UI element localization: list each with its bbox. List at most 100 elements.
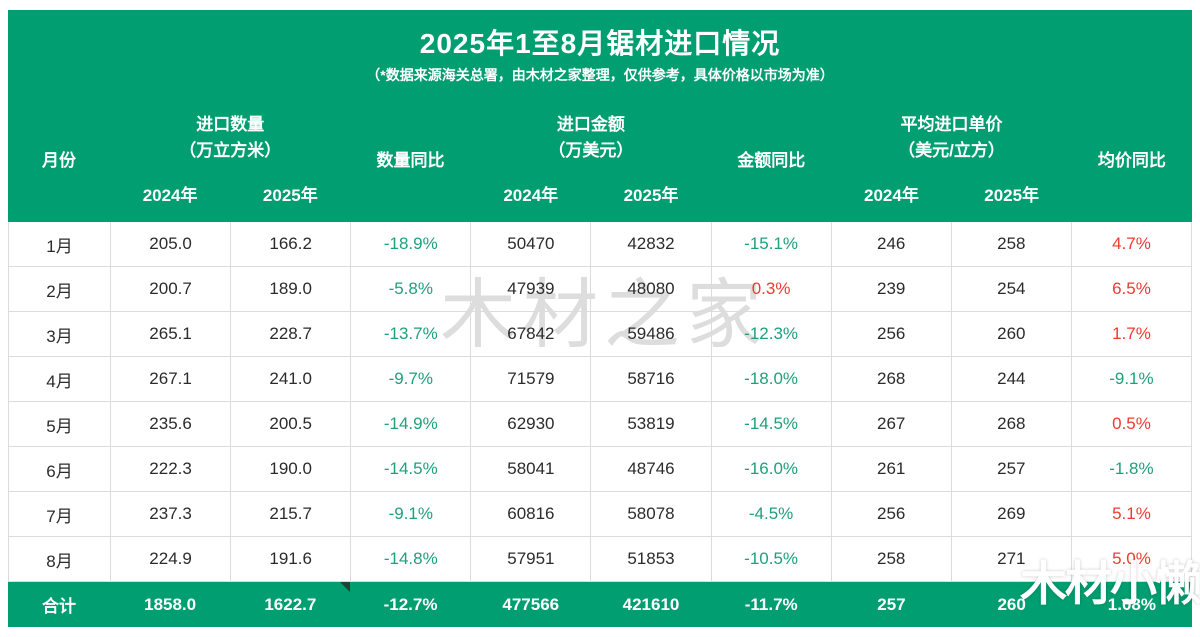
col-header-qty-2025: 2025年 [262,186,318,205]
cell-amt-yoy: -15.1% [711,222,832,267]
cell-qty-2025: 166.2 [231,222,352,267]
cell-amt-yoy: -4.5% [711,492,832,537]
table-body: 1月 205.0 166.2 -18.9% 50470 42832 -15.1%… [8,222,1192,582]
cell-qty-2024: 200.7 [111,267,232,312]
cell-amt-2024: 60816 [471,492,592,537]
cell-amt-2024: 62930 [471,402,592,447]
col-header-qty-yoy: 数量同比 [376,151,445,170]
cell-amt-2024: 58041 [471,447,592,492]
cell-qty-2025: 228.7 [231,312,352,357]
cell-price-2024: 261 [831,447,952,492]
cell-price-2025: 244 [951,357,1072,402]
cell-qty-2024: 224.9 [111,537,232,582]
cell-price-2025: 271 [951,537,1072,582]
cell-qty-2025: 191.6 [231,537,352,582]
col-header-amt-2025: 2025年 [623,186,679,205]
cell-qty-yoy: -13.7% [351,312,472,357]
col-header-price-2025: 2025年 [984,186,1040,205]
cell-month: 5月 [9,402,111,447]
cell-month: 8月 [9,537,111,582]
cell-month: 2月 [9,267,111,312]
col-header-amt-2024: 2024年 [503,186,559,205]
column-headers: 月份 进口数量 （万立方米） 数量同比 进口金额 （万美元） 金额同比 平均进口… [8,95,1192,222]
cell-price-2025: 260 [951,312,1072,357]
col-header-price-title: 平均进口单价 [900,115,1003,134]
total-amt-2025: 421610 [622,594,680,614]
cell-amt-2025: 53819 [591,402,712,447]
cell-qty-yoy: -9.7% [351,357,472,402]
cell-qty-2024: 222.3 [111,447,232,492]
cell-amt-2025: 58078 [591,492,712,537]
cell-price-2024: 267 [831,402,952,447]
col-header-month: 月份 [42,151,76,170]
total-price-2024: 257 [877,594,906,614]
cell-amt-2024: 50470 [471,222,592,267]
cell-qty-yoy: -18.9% [351,222,472,267]
cell-qty-2024: 237.3 [111,492,232,537]
cell-price-2025: 254 [951,267,1072,312]
col-header-amt-unit: （万美元） [548,141,634,160]
cell-qty-2024: 265.1 [111,312,232,357]
cell-price-2025: 258 [951,222,1072,267]
cell-price-2024: 256 [831,312,952,357]
cell-price-yoy: 1.7% [1071,312,1192,357]
cell-month: 7月 [9,492,111,537]
cell-amt-yoy: -12.3% [711,312,832,357]
cell-price-2024: 246 [831,222,952,267]
cell-qty-yoy: -14.9% [351,402,472,447]
cell-amt-2025: 51853 [591,537,712,582]
col-header-qty-unit: （万立方米） [179,141,282,160]
cell-price-yoy: 6.5% [1071,267,1192,312]
cell-price-2025: 268 [951,402,1072,447]
total-price-yoy: 1.08% [1107,594,1156,614]
cell-qty-2025: 200.5 [231,402,352,447]
col-header-amt-group: 进口金额 （万美元） [471,95,711,173]
cell-qty-yoy: -9.1% [351,492,472,537]
cell-qty-yoy: -14.8% [351,537,472,582]
col-header-qty-group: 进口数量 （万立方米） [110,95,350,173]
cell-price-2024: 258 [831,537,952,582]
table-total-row: 合计 1858.0 1622.7 -12.7% 477566 421610 -1… [8,582,1192,627]
cell-amt-2025: 48080 [591,267,712,312]
col-header-price-unit: （美元/立方） [898,141,1005,160]
cell-comment-marker [340,582,350,592]
cell-amt-2024: 47939 [471,267,592,312]
cell-price-2025: 257 [951,447,1072,492]
cell-amt-2024: 67842 [471,312,592,357]
cell-price-yoy: 0.5% [1071,402,1192,447]
cell-price-2025: 269 [951,492,1072,537]
cell-month: 1月 [9,222,111,267]
cell-price-yoy: 5.1% [1071,492,1192,537]
cell-price-yoy: 4.7% [1071,222,1192,267]
cell-price-yoy: -1.8% [1071,447,1192,492]
col-header-amt-title: 进口金额 [556,115,625,134]
col-header-price-group: 平均进口单价 （美元/立方） [831,95,1071,173]
col-header-price-2024: 2024年 [864,186,919,205]
cell-qty-2024: 235.6 [111,402,232,447]
cell-qty-2025: 190.0 [231,447,352,492]
cell-amt-yoy: -14.5% [711,402,832,447]
total-label: 合计 [42,597,76,616]
cell-price-2024: 268 [831,357,952,402]
cell-qty-2025: 215.7 [231,492,352,537]
cell-amt-2025: 48746 [591,447,712,492]
total-amt-yoy: -11.7% [744,594,798,614]
cell-amt-2025: 58716 [591,357,712,402]
total-qty-yoy: -12.7% [383,594,438,614]
cell-qty-yoy: -5.8% [351,267,472,312]
cell-price-2024: 256 [831,492,952,537]
col-header-amt-yoy: 金额同比 [737,151,806,170]
cell-amt-yoy: -16.0% [711,447,832,492]
total-amt-2024: 477566 [502,594,560,614]
cell-qty-2024: 205.0 [111,222,232,267]
cell-price-yoy: 5.0% [1071,537,1192,582]
cell-qty-2025: 189.0 [231,267,352,312]
corner-watermark: 木材小懒 [1020,557,1200,610]
center-watermark: 木材之家 [440,273,768,358]
col-header-qty-2024: 2024年 [142,186,198,205]
cell-amt-yoy: -18.0% [711,357,832,402]
cell-month: 3月 [9,312,111,357]
cell-month: 4月 [9,357,111,402]
cell-price-2024: 239 [831,267,952,312]
